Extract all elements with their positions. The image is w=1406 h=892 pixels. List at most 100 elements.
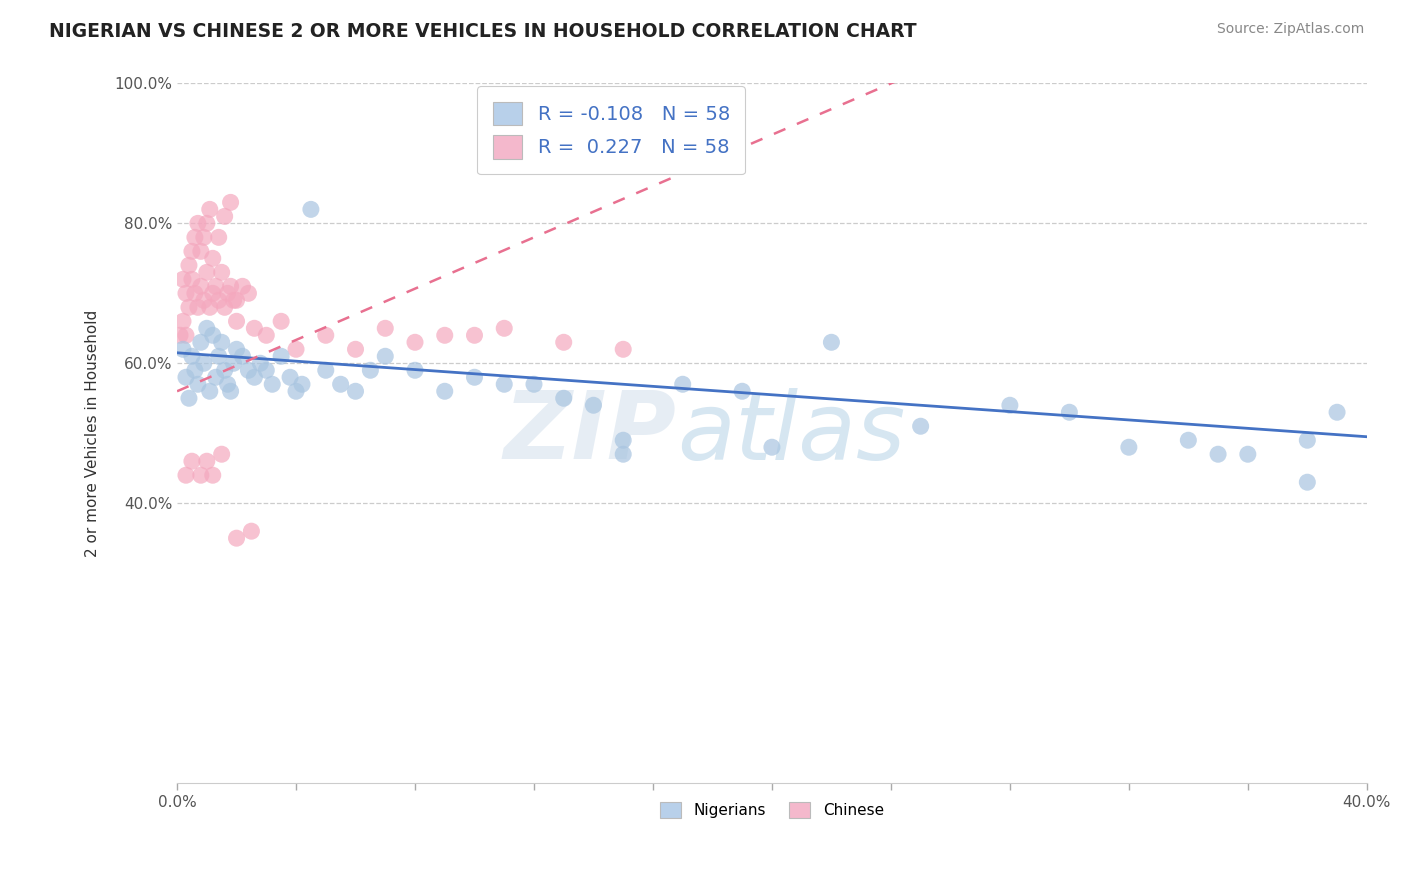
Point <box>214 301 236 315</box>
Point <box>219 384 242 399</box>
Point <box>225 314 247 328</box>
Point <box>278 370 301 384</box>
Point <box>494 377 516 392</box>
Point <box>344 343 367 357</box>
Point <box>181 244 204 259</box>
Point <box>195 216 218 230</box>
Point <box>174 286 197 301</box>
Point <box>177 391 200 405</box>
Point <box>761 440 783 454</box>
Point <box>433 384 456 399</box>
Point <box>184 363 207 377</box>
Text: atlas: atlas <box>676 388 905 479</box>
Point <box>1296 434 1319 448</box>
Point <box>174 468 197 483</box>
Point <box>291 377 314 392</box>
Point <box>1296 475 1319 490</box>
Point <box>217 377 239 392</box>
Point <box>404 335 426 350</box>
Point <box>169 328 191 343</box>
Point <box>195 454 218 468</box>
Point <box>463 328 485 343</box>
Point <box>190 279 212 293</box>
Point <box>249 356 271 370</box>
Point <box>612 434 634 448</box>
Point <box>201 252 224 266</box>
Point <box>299 202 322 217</box>
Point <box>374 321 396 335</box>
Point <box>231 279 253 293</box>
Point <box>329 377 352 392</box>
Point <box>231 349 253 363</box>
Point <box>225 343 247 357</box>
Point <box>433 328 456 343</box>
Point <box>672 377 695 392</box>
Point <box>177 301 200 315</box>
Point <box>270 314 292 328</box>
Point <box>211 335 233 350</box>
Point <box>315 328 337 343</box>
Point <box>1059 405 1081 419</box>
Legend: Nigerians, Chinese: Nigerians, Chinese <box>654 797 890 824</box>
Point <box>262 377 284 392</box>
Point <box>731 384 754 399</box>
Point <box>225 531 247 545</box>
Point <box>404 363 426 377</box>
Point <box>187 301 209 315</box>
Point <box>463 370 485 384</box>
Point <box>222 293 245 308</box>
Point <box>238 363 260 377</box>
Point <box>211 447 233 461</box>
Point <box>243 370 266 384</box>
Point <box>270 349 292 363</box>
Point <box>214 210 236 224</box>
Point <box>240 524 263 538</box>
Text: Source: ZipAtlas.com: Source: ZipAtlas.com <box>1216 22 1364 37</box>
Point <box>553 335 575 350</box>
Point <box>201 328 224 343</box>
Point <box>222 356 245 370</box>
Point <box>910 419 932 434</box>
Point <box>187 377 209 392</box>
Point <box>201 286 224 301</box>
Point <box>612 447 634 461</box>
Point <box>208 349 231 363</box>
Point <box>208 230 231 244</box>
Y-axis label: 2 or more Vehicles in Household: 2 or more Vehicles in Household <box>86 310 100 557</box>
Point <box>1326 405 1348 419</box>
Point <box>195 265 218 279</box>
Point <box>238 286 260 301</box>
Point <box>374 349 396 363</box>
Point <box>198 384 221 399</box>
Point <box>195 321 218 335</box>
Point <box>177 258 200 272</box>
Point <box>315 363 337 377</box>
Point <box>184 230 207 244</box>
Point <box>1237 447 1260 461</box>
Point <box>1206 447 1229 461</box>
Point <box>1177 434 1199 448</box>
Point <box>217 286 239 301</box>
Point <box>172 343 194 357</box>
Point <box>172 314 194 328</box>
Point <box>201 468 224 483</box>
Point <box>285 384 308 399</box>
Point <box>998 398 1021 412</box>
Point <box>204 370 226 384</box>
Point <box>190 468 212 483</box>
Point <box>193 293 215 308</box>
Point <box>198 202 221 217</box>
Text: NIGERIAN VS CHINESE 2 OR MORE VEHICLES IN HOUSEHOLD CORRELATION CHART: NIGERIAN VS CHINESE 2 OR MORE VEHICLES I… <box>49 22 917 41</box>
Point <box>208 293 231 308</box>
Point <box>494 321 516 335</box>
Point <box>553 391 575 405</box>
Point <box>193 230 215 244</box>
Point <box>190 335 212 350</box>
Point <box>219 195 242 210</box>
Point <box>174 370 197 384</box>
Point <box>254 363 277 377</box>
Point <box>181 272 204 286</box>
Point <box>187 216 209 230</box>
Point <box>181 454 204 468</box>
Point <box>612 343 634 357</box>
